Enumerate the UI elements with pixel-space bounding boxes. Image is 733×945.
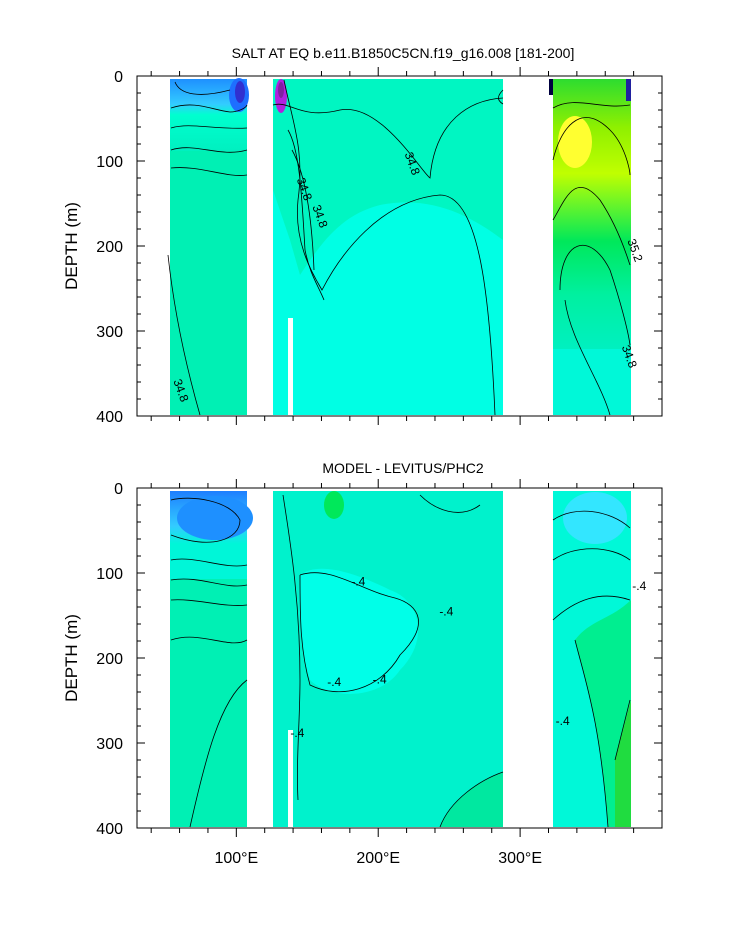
- panel-1-title: SALT AT EQ b.e11.B1850C5CN.f19_g16.008 […: [232, 45, 575, 61]
- y-tick-label: 300: [96, 736, 123, 753]
- contour-label: -.4: [327, 675, 341, 689]
- contour-label: -.4: [290, 726, 304, 740]
- y-tick-label: 300: [96, 324, 123, 341]
- west-low-core-2: [177, 496, 253, 540]
- central-high-spot-2: [324, 491, 344, 519]
- y-tick-label: 0: [114, 69, 123, 86]
- panel-1-field: [170, 78, 631, 416]
- panel-2-ylabel: DEPTH (m): [62, 614, 81, 702]
- y-tick-label: 400: [96, 821, 123, 838]
- contour-label: -.4: [556, 714, 570, 728]
- panel-2-contour-labels: -.4 -.4 -.4 -.4 -.4 -.4 -.4: [290, 575, 646, 740]
- panel-1-contours: [167, 79, 631, 416]
- east-low-core-2: [563, 492, 627, 544]
- panel-2-field: [170, 491, 631, 828]
- central-channel-gap: [288, 318, 293, 416]
- east-basin-surface: [553, 79, 631, 349]
- east-deep-2: [615, 700, 631, 827]
- x-tick-label: 300°E: [498, 850, 542, 867]
- x-tick-label: 200°E: [356, 850, 400, 867]
- contour-label: -.4: [351, 575, 365, 589]
- central-upper-fill: [273, 79, 503, 275]
- panel-2-ticks: 0 100 200 300 400 100°E 200°E 300°E: [96, 479, 662, 867]
- y-tick-label: 100: [96, 154, 123, 171]
- contour-label: -.4: [632, 579, 646, 593]
- contour-label: -.4: [439, 604, 453, 618]
- panel-2-title: MODEL - LEVITUS/PHC2: [322, 460, 484, 476]
- west-fresh-core-inner: [235, 81, 245, 103]
- difference-panel: MODEL - LEVITUS/PHC2: [62, 460, 663, 867]
- y-tick-label: 200: [96, 651, 123, 668]
- contour-label: -.4: [373, 672, 387, 686]
- x-tick-label: 100°E: [214, 850, 258, 867]
- central-inner-2: [299, 568, 419, 694]
- y-tick-label: 0: [114, 481, 123, 498]
- panel-1-ylabel: DEPTH (m): [62, 202, 81, 290]
- y-tick-label: 200: [96, 239, 123, 256]
- central-west-extreme-2: [278, 82, 284, 98]
- y-tick-label: 400: [96, 409, 123, 426]
- panel-2-contours: [170, 494, 631, 828]
- salt-section-panel: SALT AT EQ b.e11.B1850C5CN.f19_g16.008 […: [62, 45, 663, 426]
- east-edge-core: [626, 79, 631, 101]
- east-high-core: [558, 116, 592, 168]
- central-channel-gap-2: [288, 730, 293, 828]
- panel-1-ticks: 0 100 200 300 400: [96, 67, 662, 426]
- east-west-core: [549, 79, 553, 95]
- central-deep-2: [440, 772, 503, 827]
- y-tick-label: 100: [96, 566, 123, 583]
